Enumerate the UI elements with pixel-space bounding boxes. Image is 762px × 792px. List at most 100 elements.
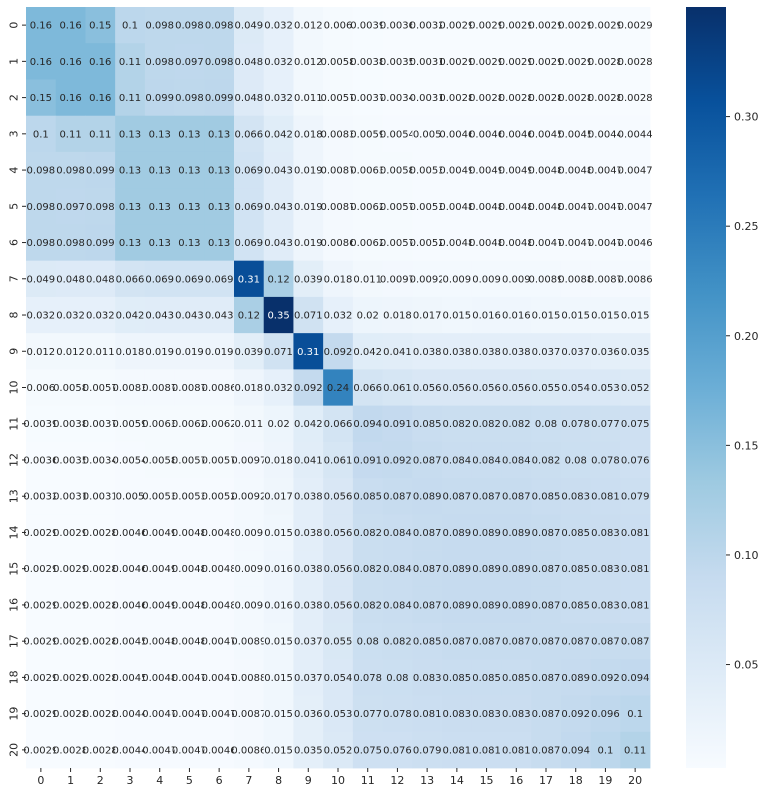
cell-label: 0.083 <box>591 600 620 611</box>
heatmap-cell <box>352 695 383 733</box>
cell-label: 0.018 <box>116 347 145 358</box>
heatmap-cell <box>560 7 591 44</box>
cell-label: 0.071 <box>264 347 293 358</box>
heatmap-cell <box>352 115 383 153</box>
cell-label: 0.069 <box>145 274 174 285</box>
heatmap-cell <box>204 296 235 334</box>
heatmap-cell <box>412 478 443 515</box>
heatmap-cell <box>501 731 532 769</box>
cell-label: 0.0028 <box>83 709 118 720</box>
heatmap-cell <box>204 7 235 44</box>
cell-label: 0.032 <box>324 311 353 322</box>
cell-label: 0.099 <box>145 93 174 104</box>
heatmap-cell <box>26 514 57 551</box>
heatmap-cell <box>26 659 57 696</box>
cell-label: 0.11 <box>59 129 81 140</box>
cell-label: 0.042 <box>294 419 323 430</box>
heatmap-cell <box>531 514 562 551</box>
heatmap-cell <box>412 79 443 117</box>
heatmap-cell <box>174 296 205 334</box>
cell-label: 0.009 <box>235 528 264 539</box>
heatmap-cell <box>323 623 354 660</box>
x-tick-label: 12 <box>390 774 404 787</box>
colorbar-tick-label: 0.20 <box>734 330 759 343</box>
cell-label: 0.0028 <box>558 93 593 104</box>
cell-label: 0.017 <box>264 492 293 503</box>
cell-label: 0.082 <box>443 419 472 430</box>
cell-label: 0.0048 <box>172 637 207 648</box>
heatmap-cell <box>590 550 621 588</box>
cell-label: 0.16 <box>30 21 52 32</box>
cell-label: 0.0029 <box>439 57 474 68</box>
heatmap-cell <box>26 369 57 407</box>
cell-label: 0.0046 <box>499 129 534 140</box>
heatmap-cell <box>26 260 57 298</box>
cell-label: 0.011 <box>294 93 323 104</box>
cell-label: 0.0029 <box>558 57 593 68</box>
cell-label: 0.12 <box>238 311 260 322</box>
heatmap-cell <box>115 7 146 44</box>
heatmap-cell <box>85 260 116 298</box>
heatmap-cell <box>442 115 473 153</box>
heatmap-cell <box>442 151 473 189</box>
cell-label: 0.0044 <box>113 745 148 756</box>
cell-label: 0.16 <box>59 93 81 104</box>
heatmap-cell <box>620 514 651 551</box>
heatmap-cell <box>412 731 443 769</box>
heatmap-cell <box>590 586 621 624</box>
cell-label: 0.0028 <box>618 57 653 68</box>
x-tick-label: 5 <box>186 774 193 787</box>
cell-label: 0.098 <box>145 57 174 68</box>
cell-label: 0.31 <box>238 274 260 285</box>
heatmap-cell <box>560 79 591 117</box>
heatmap-cell <box>144 369 175 407</box>
cell-label: 0.0029 <box>23 673 58 684</box>
heatmap-cell <box>85 369 116 407</box>
cell-label: 0.0045 <box>113 673 148 684</box>
cell-label: 0.0039 <box>23 419 58 430</box>
cell-label: 0.056 <box>443 383 472 394</box>
heatmap-cell <box>560 333 591 370</box>
heatmap-cell <box>412 43 443 80</box>
cell-label: 0.018 <box>235 383 264 394</box>
cell-label: 0.037 <box>294 637 323 648</box>
cell-label: 0.005 <box>413 129 442 140</box>
cell-label: 0.0047 <box>202 673 237 684</box>
cell-label: 0.083 <box>591 564 620 575</box>
cell-label: 0.085 <box>413 419 442 430</box>
cell-label: 0.13 <box>119 202 141 213</box>
cell-label: 0.087 <box>413 564 442 575</box>
cell-label: 0.078 <box>353 673 382 684</box>
cell-label: 0.092 <box>383 455 412 466</box>
cell-label: 0.011 <box>86 347 115 358</box>
cell-label: 0.0047 <box>202 637 237 648</box>
cell-label: 0.089 <box>502 564 531 575</box>
heatmap-cell <box>115 731 146 769</box>
cell-label: 0.0048 <box>558 166 593 177</box>
cell-label: 0.079 <box>621 492 650 503</box>
cell-label: 0.043 <box>175 311 204 322</box>
heatmap-cell <box>293 7 324 44</box>
cell-label: 0.0087 <box>142 383 177 394</box>
heatmap-cell <box>382 695 413 733</box>
cell-label: 0.0031 <box>83 492 118 503</box>
heatmap-cell <box>263 731 294 769</box>
cell-label: 0.13 <box>149 202 171 213</box>
y-tick-label: 20 <box>8 743 21 757</box>
y-tick-label: 18 <box>8 670 21 684</box>
heatmap-cell <box>620 333 651 370</box>
heatmap-cell <box>26 695 57 733</box>
cell-label: 0.13 <box>208 129 230 140</box>
x-tick-label: 15 <box>480 774 494 787</box>
cell-label: 0.15 <box>30 93 52 104</box>
cell-label: 0.099 <box>86 238 115 249</box>
cell-label: 0.0028 <box>439 93 474 104</box>
cell-label: 0.077 <box>353 709 382 720</box>
heatmap-cell <box>620 550 651 588</box>
heatmap-cell <box>352 514 383 551</box>
cell-label: 0.009 <box>235 600 264 611</box>
heatmap-cell <box>382 550 413 588</box>
cell-label: 0.0062 <box>350 202 385 213</box>
heatmap-cell <box>471 550 502 588</box>
cell-label: 0.0028 <box>53 745 88 756</box>
